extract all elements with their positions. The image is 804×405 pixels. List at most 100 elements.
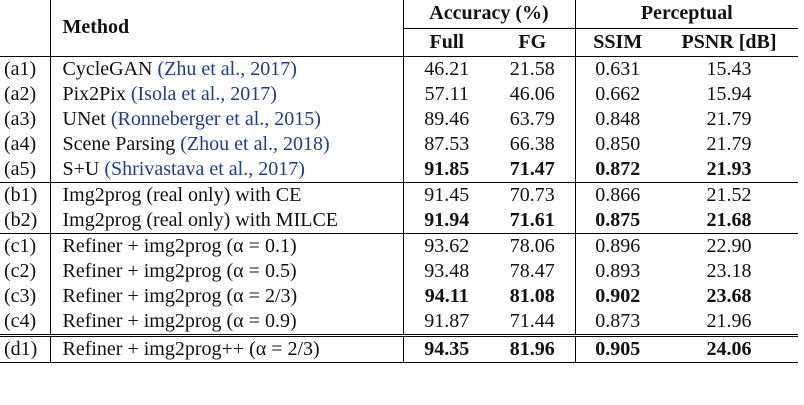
value-cell: 0.905 bbox=[574, 333, 660, 363]
method-cell: Refiner + img2prog++ (α = 2/3) bbox=[49, 333, 403, 363]
method-name: Scene Parsing bbox=[62, 132, 176, 155]
column-header: FG bbox=[490, 28, 575, 57]
method-cell: Img2prog (real only) with MILCE bbox=[49, 207, 403, 233]
row-id: (c3) bbox=[4, 284, 37, 307]
row: (c3) Refiner + img2prog (α = 2/3) 94.11 81.… bbox=[0, 283, 798, 309]
row: (a1) CycleGAN (Zhu et al., 2017) 46.21 21.5… bbox=[0, 56, 798, 82]
value-cell: 21.79 bbox=[706, 107, 752, 130]
value-cell: 70.73 bbox=[490, 181, 575, 208]
value-cell: 71.44 bbox=[509, 309, 555, 332]
value-cell: 93.48 bbox=[402, 258, 490, 284]
value-cell: 91.45 bbox=[402, 181, 490, 208]
row: (b1) Img2prog (real only) with CE 91.45 70.… bbox=[0, 181, 799, 208]
value-cell: 0.872 bbox=[574, 156, 660, 182]
value-cell: 21.79 bbox=[706, 132, 752, 155]
method-name: Refiner + img2prog (α = 2/3) bbox=[62, 284, 298, 307]
method-cell: Refiner + img2prog (α = 2/3) bbox=[49, 283, 403, 309]
row-id: (a2) bbox=[4, 82, 37, 105]
value-cell: 21.96 bbox=[706, 309, 752, 332]
citation: (Ronneberger et al., 2015) bbox=[110, 107, 321, 130]
column-header: PSNR [dB] bbox=[660, 28, 799, 57]
citation: (Shrivastava et al., 2017) bbox=[104, 157, 305, 180]
row: (c4) Refiner + img2prog (α = 0.9) 91.87 71.… bbox=[0, 308, 798, 335]
row: (c2) Refiner + img2prog (α = 0.5) 93.48 78.… bbox=[0, 258, 798, 284]
value-cell: 23.18 bbox=[706, 259, 752, 282]
row: (c1) Refiner + img2prog (α = 0.1) 93.62 78.… bbox=[0, 232, 799, 259]
value-cell: 89.46 bbox=[402, 106, 490, 132]
value-cell: 0.875 bbox=[574, 207, 660, 233]
perceptual-header: Perceptual bbox=[574, 0, 799, 29]
row-id: (b2) bbox=[4, 208, 38, 231]
method-name: Refiner + img2prog++ (α = 2/3) bbox=[62, 337, 320, 360]
value-cell: 0.866 bbox=[574, 181, 660, 208]
row-id: (a4) bbox=[4, 132, 37, 155]
method-name: CycleGAN bbox=[62, 57, 153, 80]
row: (a3) UNet (Ronneberger et al., 2015) 89.46… bbox=[0, 106, 798, 132]
value-cell: 46.06 bbox=[509, 82, 555, 105]
value-cell: 81.08 bbox=[509, 284, 555, 307]
corner bbox=[0, 0, 50, 57]
row-id: (a5) bbox=[4, 157, 37, 180]
accuracy-header: Accuracy (%) bbox=[402, 0, 575, 29]
method-cell: Refiner + img2prog (α = 0.9) bbox=[49, 308, 403, 335]
row-id: (c4) bbox=[4, 309, 37, 332]
method-header: Method bbox=[49, 0, 403, 57]
method-name: Refiner + img2prog (α = 0.9) bbox=[62, 309, 297, 332]
value-cell: 0.896 bbox=[574, 232, 660, 259]
method-name: Img2prog (real only) with MILCE bbox=[62, 208, 339, 231]
citation: (Zhou et al., 2018) bbox=[180, 132, 330, 155]
value-cell: 0.902 bbox=[574, 283, 660, 309]
value-cell: 94.11 bbox=[402, 283, 490, 309]
method-cell: S+U (Shrivastava et al., 2017) bbox=[49, 156, 403, 182]
value-cell: 63.79 bbox=[509, 107, 555, 130]
row: (d1) Refiner + img2prog++ (α = 2/3) 94.35 8… bbox=[0, 333, 799, 363]
value-cell: 87.53 bbox=[402, 131, 490, 157]
method-name: Img2prog (real only) with CE bbox=[62, 183, 302, 206]
method-name: Pix2Pix bbox=[62, 82, 126, 105]
value-cell: 22.90 bbox=[660, 232, 799, 259]
value-cell: 0.662 bbox=[574, 81, 660, 107]
method-cell: Refiner + img2prog (α = 0.1) bbox=[49, 232, 403, 259]
value-cell: 93.62 bbox=[402, 232, 490, 259]
value-cell: 21.93 bbox=[706, 157, 752, 180]
row: (a2) Pix2Pix (Isola et al., 2017) 57.11 46.… bbox=[0, 81, 798, 107]
value-cell: 71.47 bbox=[509, 157, 555, 180]
value-cell: 0.873 bbox=[574, 308, 660, 335]
value-cell: 21.68 bbox=[706, 208, 752, 231]
value-cell: 0.848 bbox=[574, 106, 660, 132]
column-header: Full bbox=[402, 28, 490, 57]
method-name: Refiner + img2prog (α = 0.5) bbox=[62, 259, 297, 282]
value-cell: 91.94 bbox=[402, 207, 490, 233]
value-cell: 15.94 bbox=[706, 82, 752, 105]
value-cell: 78.47 bbox=[509, 259, 555, 282]
row: (a4) Scene Parsing (Zhou et al., 2018) 87.… bbox=[0, 131, 798, 157]
value-cell: 0.631 bbox=[574, 56, 660, 82]
row-id: (b1) bbox=[0, 181, 50, 208]
method-name: UNet bbox=[62, 107, 106, 130]
value-cell: 21.52 bbox=[660, 181, 799, 208]
method-name: S+U bbox=[62, 157, 100, 180]
method-name: Refiner + img2prog (α = 0.1) bbox=[62, 234, 297, 257]
row-id: (c1) bbox=[0, 232, 50, 259]
row-id: (d1) bbox=[0, 333, 50, 363]
value-cell: 57.11 bbox=[402, 81, 490, 107]
value-cell: 66.38 bbox=[509, 132, 555, 155]
value-cell: 78.06 bbox=[490, 232, 575, 259]
method-cell: Refiner + img2prog (α = 0.5) bbox=[49, 258, 403, 284]
results-table: Method Accuracy (%) Perceptual Full FG SSI… bbox=[0, 0, 799, 363]
value-cell: 23.68 bbox=[706, 284, 752, 307]
citation: (Isola et al., 2017) bbox=[130, 82, 277, 105]
value-cell: 91.85 bbox=[402, 156, 490, 182]
row-id: (a3) bbox=[4, 107, 37, 130]
value-cell: 15.43 bbox=[706, 57, 752, 80]
value-cell: 81.96 bbox=[490, 333, 575, 363]
method-cell: Scene Parsing (Zhou et al., 2018) bbox=[49, 131, 403, 157]
row: (b2) Img2prog (real only) with MILCE 91.94… bbox=[0, 207, 798, 233]
value-cell: 0.850 bbox=[574, 131, 660, 157]
method-cell: CycleGAN (Zhu et al., 2017) bbox=[49, 56, 403, 82]
row-id: (a1) bbox=[4, 57, 37, 80]
row: (a5) S+U (Shrivastava et al., 2017) 91.85 7… bbox=[0, 156, 798, 182]
row-id: (c2) bbox=[4, 259, 37, 282]
citation: (Zhu et al., 2017) bbox=[157, 57, 297, 80]
